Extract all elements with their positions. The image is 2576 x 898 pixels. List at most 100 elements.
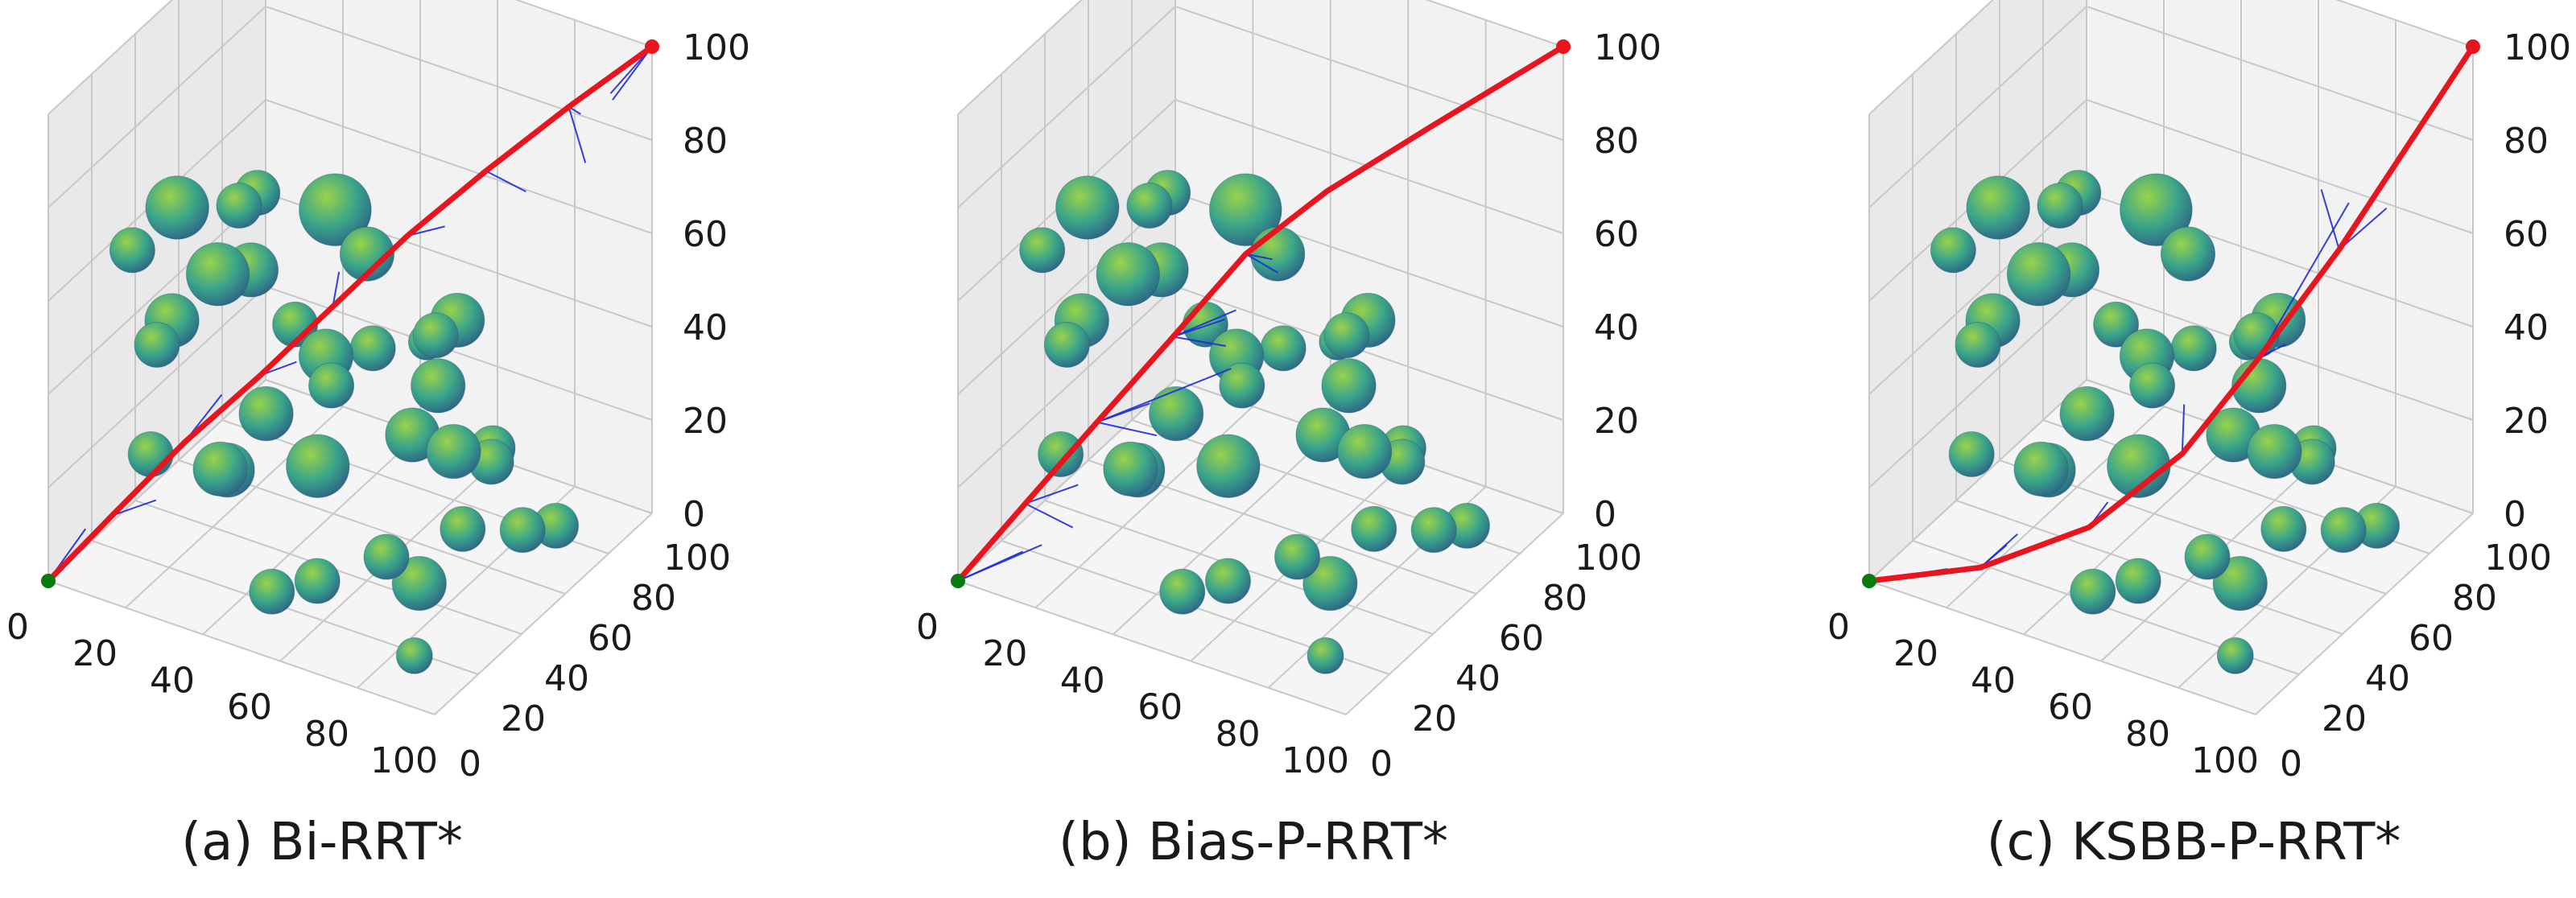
x-tick-label: 60 — [227, 687, 272, 728]
grid-line — [434, 513, 653, 715]
z-tick-label: 60 — [683, 214, 728, 255]
obstacle-sphere — [1159, 568, 1206, 615]
x-tick-label: 100 — [1282, 740, 1349, 781]
obstacle-sphere — [1250, 226, 1306, 282]
grid-line — [957, 580, 1347, 715]
obstacle-sphere — [145, 175, 209, 240]
obstacle-sphere — [2037, 183, 2083, 229]
grid-line — [2086, 286, 2474, 421]
tree-branch — [1025, 502, 1074, 529]
grid-line — [1345, 513, 1564, 715]
z-tick-label: 20 — [1594, 401, 1639, 442]
obstacle-sphere — [2120, 173, 2193, 247]
z-tick-label: 40 — [683, 307, 728, 348]
tree-branch — [1025, 484, 1079, 505]
obstacle-sphere — [1219, 362, 1265, 409]
side-pane — [958, 0, 1175, 581]
obstacle-sphere — [2093, 301, 2140, 348]
grid-line — [47, 286, 266, 488]
obstacle-sphere — [363, 533, 410, 580]
back-pane — [266, 0, 652, 513]
grid-line — [1868, 580, 2256, 715]
tree-branch — [2320, 189, 2340, 250]
x-tick-label: 60 — [1137, 687, 1183, 728]
obstacle-sphere — [1196, 434, 1261, 498]
tree-branch — [2181, 404, 2186, 455]
z-tick-label: 20 — [2504, 401, 2549, 442]
grid-line — [957, 6, 1176, 208]
grid-line — [1868, 379, 2087, 582]
obstacle-sphere — [2212, 555, 2268, 612]
obstacle-sphere — [2184, 533, 2231, 580]
obstacle-sphere — [1043, 321, 1090, 368]
obstacle-sphere — [299, 173, 372, 247]
obstacle-sphere — [391, 555, 447, 612]
obstacle-sphere — [1351, 505, 1397, 552]
z-tick-label: 60 — [2504, 214, 2549, 255]
y-tick-label: 40 — [1455, 658, 1501, 699]
y-tick-label: 100 — [663, 538, 731, 579]
obstacle-sphere — [395, 636, 433, 674]
grid-line — [47, 0, 173, 115]
obstacle-sphere — [1096, 242, 1161, 307]
tree-branch — [957, 544, 1042, 582]
y-tick-label: 60 — [2409, 618, 2454, 659]
x-tick-label: 20 — [1893, 633, 1938, 674]
obstacle-sphere — [1307, 636, 1344, 674]
z-tick-label: 100 — [683, 27, 750, 68]
obstacle-sphere — [2247, 423, 2302, 480]
z-tick-label: 100 — [1594, 27, 1662, 68]
grid-line — [2023, 432, 2242, 636]
obstacle-sphere — [2160, 226, 2216, 282]
panel-caption: (a) Bi-RRT* — [181, 813, 463, 872]
obstacle-sphere — [2070, 568, 2116, 615]
obstacle-sphere — [2170, 325, 2217, 372]
y-tick-label: 80 — [1542, 578, 1587, 619]
obstacle-sphere — [249, 568, 295, 615]
obstacle-sphere — [134, 321, 180, 368]
obstacle-sphere — [1302, 555, 1358, 612]
obstacle-sphere — [109, 227, 155, 274]
grid-line — [957, 286, 1176, 488]
tree-branch — [568, 106, 587, 163]
y-tick-label: 60 — [1499, 618, 1544, 659]
x-tick-label: 40 — [150, 660, 195, 701]
obstacle-sphere — [286, 434, 350, 498]
obstacles — [1019, 170, 1490, 674]
obstacle-sphere — [1323, 312, 1370, 359]
obstacle-sphere — [2216, 636, 2254, 674]
tree-branch — [1979, 533, 2018, 569]
grid-line — [265, 99, 653, 234]
y-tick-label: 80 — [631, 578, 676, 619]
obstacle-sphere — [1948, 431, 1995, 478]
obstacle-sphere — [2006, 242, 2071, 307]
obstacles — [1930, 170, 2401, 674]
obstacle-sphere — [2059, 386, 2115, 442]
tree-branch — [1173, 336, 1226, 347]
obstacle-sphere — [339, 226, 395, 282]
grid-line — [2086, 6, 2474, 141]
obstacle-sphere — [1055, 175, 1120, 240]
planned-path — [956, 44, 1565, 583]
obstacle-sphere — [2013, 441, 2069, 496]
planned-path — [1868, 45, 2475, 584]
obstacle-sphere — [216, 183, 262, 229]
obstacle-sphere — [1126, 183, 1173, 229]
x-tick-label: 40 — [1971, 660, 2016, 701]
x-tick-label: 0 — [6, 607, 29, 648]
obstacle-sphere — [1204, 558, 1251, 604]
grid-line — [1174, 6, 1564, 141]
grid-line — [47, 6, 266, 208]
x-tick-label: 20 — [72, 633, 118, 674]
side-pane — [48, 0, 266, 581]
z-tick-label: 0 — [2504, 494, 2526, 535]
z-tick-label: 40 — [1594, 307, 1639, 348]
y-tick-label: 100 — [2484, 538, 2552, 579]
goal-point — [2466, 39, 2480, 54]
grid-line — [2255, 513, 2474, 715]
obstacle-sphere — [440, 505, 486, 552]
y-tick-label: 40 — [2365, 658, 2410, 699]
